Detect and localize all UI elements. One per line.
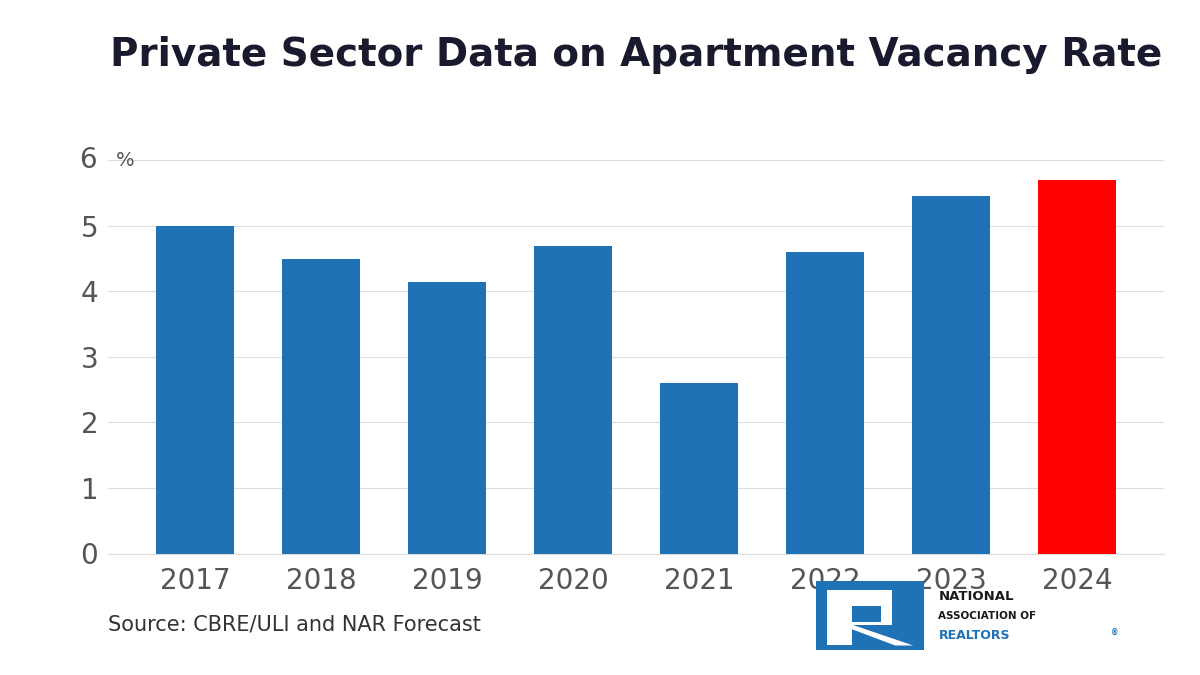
Text: REALTORS: REALTORS — [938, 629, 1010, 643]
Bar — [408, 281, 486, 554]
Text: NATIONAL: NATIONAL — [938, 590, 1014, 603]
Bar — [852, 606, 881, 622]
Bar — [852, 608, 892, 624]
Text: ®: ® — [1111, 629, 1118, 639]
Title: Private Sector Data on Apartment Vacancy Rate: Private Sector Data on Apartment Vacancy… — [110, 36, 1162, 74]
Bar — [1038, 180, 1116, 554]
Bar — [827, 590, 852, 645]
Bar — [282, 259, 360, 554]
Polygon shape — [852, 624, 913, 645]
Bar — [827, 590, 892, 608]
Bar — [660, 383, 738, 554]
Bar — [534, 246, 612, 554]
Text: ASSOCIATION OF: ASSOCIATION OF — [938, 611, 1037, 621]
Bar — [156, 226, 234, 554]
Text: 6: 6 — [79, 146, 97, 174]
FancyBboxPatch shape — [816, 580, 924, 650]
Bar — [912, 196, 990, 553]
Text: %: % — [116, 151, 134, 170]
Bar — [786, 252, 864, 554]
Text: Source: CBRE/ULI and NAR Forecast: Source: CBRE/ULI and NAR Forecast — [108, 614, 481, 634]
